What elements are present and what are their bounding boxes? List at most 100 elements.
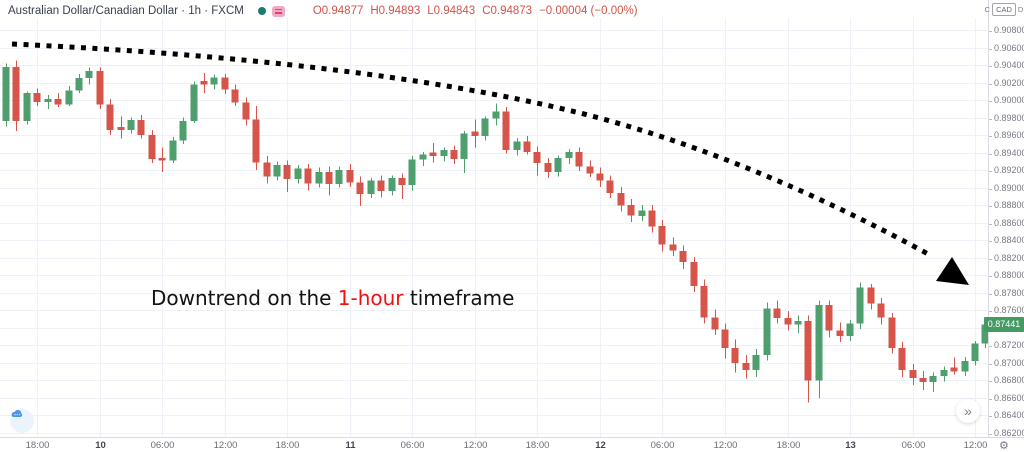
go-to-realtime-button[interactable]: » <box>956 399 980 423</box>
time-axis-label: 12 <box>595 440 606 451</box>
price-axis-label: 0.89400 <box>994 148 1024 158</box>
candle <box>273 164 281 177</box>
axis-currency-toggle[interactable]: C CAD D <box>984 3 1024 16</box>
candle <box>106 104 114 130</box>
candle <box>721 329 729 348</box>
candle <box>294 168 302 179</box>
cloud-icon <box>11 409 23 417</box>
price-axis-tick <box>989 188 992 190</box>
price-axis-label: 0.90000 <box>994 95 1024 105</box>
market-status-dot-icon <box>257 7 266 15</box>
price-axis-tick <box>989 310 992 312</box>
price-axis-label: 0.86600 <box>994 393 1024 403</box>
candle <box>929 376 937 383</box>
candle <box>325 171 333 185</box>
candle <box>596 173 604 181</box>
grid-layer <box>0 18 988 437</box>
price-axis-label: 0.90800 <box>994 25 1024 35</box>
axis-settings-gear-icon[interactable]: ⚙ <box>999 440 1009 452</box>
candle <box>627 205 635 216</box>
candle <box>200 80 208 85</box>
price-axis-label: 0.90200 <box>994 78 1024 88</box>
annotation-prefix: Downtrend on the <box>151 286 338 310</box>
candle <box>2 66 10 122</box>
candle <box>971 343 979 362</box>
price-axis-tick <box>989 65 992 67</box>
price-axis-tick <box>989 415 992 417</box>
candle <box>127 120 135 130</box>
candle <box>898 348 906 370</box>
price-axis-label: 0.90600 <box>994 43 1024 53</box>
candle <box>523 141 531 152</box>
candle <box>606 180 614 193</box>
candle <box>575 151 583 167</box>
close-value: C0.94873 <box>482 5 533 17</box>
price-axis-tick <box>989 153 992 155</box>
candle <box>419 154 427 160</box>
candle <box>252 119 260 163</box>
time-axis-label: 18:00 <box>776 440 801 451</box>
price-axis[interactable]: 0.90800 0.90600 0.90400 0.90200 0.90000 0.898… <box>989 0 1024 438</box>
time-axis[interactable]: 18:00 10 06:00 12:00 18:00 11 06:00 12:00 18:00 1… <box>0 438 988 452</box>
candle <box>96 71 104 105</box>
candle <box>221 77 229 90</box>
time-axis-label: 18:00 <box>25 440 50 451</box>
candle <box>398 178 406 186</box>
candle <box>231 89 239 103</box>
price-axis-separator <box>988 0 989 437</box>
candle <box>33 93 41 102</box>
time-axis-label: 18:00 <box>275 440 300 451</box>
trend-arrow-line[interactable] <box>11 41 930 257</box>
candle <box>440 150 448 157</box>
candle <box>888 317 896 349</box>
time-axis-separator <box>0 437 1024 438</box>
time-axis-label: 11 <box>345 440 356 451</box>
candle <box>367 180 375 194</box>
annotation-suffix: timeframe <box>403 286 515 310</box>
candle <box>471 131 479 136</box>
candle <box>377 180 385 192</box>
price-axis-tick <box>989 398 992 400</box>
price-axis-tick <box>989 30 992 32</box>
candle <box>283 164 291 179</box>
candle <box>981 324 988 344</box>
candle <box>75 78 83 91</box>
candle <box>919 377 927 383</box>
price-axis-tick <box>989 100 992 102</box>
candle <box>179 121 187 141</box>
price-axis-tick <box>989 363 992 365</box>
candlestick-chart[interactable] <box>0 0 988 437</box>
candle <box>638 210 646 216</box>
candle <box>44 99 52 102</box>
trend-arrow-head[interactable] <box>936 257 969 285</box>
candle <box>648 210 656 227</box>
candle <box>54 99 62 105</box>
price-axis-label: 0.86800 <box>994 375 1024 385</box>
currency-label[interactable]: CAD <box>992 3 1016 16</box>
time-axis-label: 12:00 <box>463 440 488 451</box>
cloud-sync-button[interactable] <box>10 409 34 433</box>
candles-layer <box>2 60 988 403</box>
candle <box>752 355 760 370</box>
price-axis-label: 0.89000 <box>994 183 1024 193</box>
price-axis-label: 0.89800 <box>994 113 1024 123</box>
candle <box>773 308 781 319</box>
candle <box>565 151 573 158</box>
candle <box>158 157 166 161</box>
chart-legend[interactable]: Australian Dollar/Canadian Dollar · 1h ·… <box>8 5 638 17</box>
candle <box>137 120 145 136</box>
time-axis-label: 12:00 <box>213 440 238 451</box>
symbol-title: Australian Dollar/Canadian Dollar · 1h ·… <box>8 5 244 17</box>
candle <box>731 348 739 363</box>
candle <box>23 93 31 122</box>
price-axis-label: 0.87000 <box>994 358 1024 368</box>
time-axis-label: 06:00 <box>650 440 675 451</box>
candle <box>544 163 552 172</box>
price-axis-label: 0.88800 <box>994 200 1024 210</box>
candle <box>961 361 969 372</box>
candle <box>408 159 416 186</box>
candle <box>554 157 562 172</box>
candle <box>190 84 198 122</box>
candle <box>617 193 625 206</box>
candle <box>815 305 823 381</box>
